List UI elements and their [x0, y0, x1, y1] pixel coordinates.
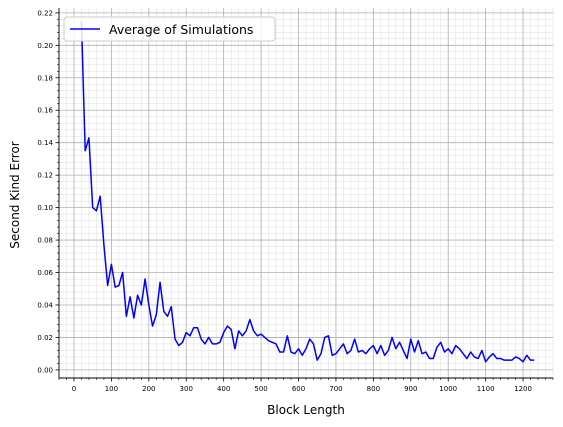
x-tick-label: 600: [292, 385, 305, 393]
y-tick-label: 0.16: [37, 107, 53, 115]
x-tick-label: 100: [105, 385, 118, 393]
y-axis-ticks: 0.00 0.02 0.04 0.06 0.08 0.10 0.12 0.14 0.16 0.18…: [37, 9, 59, 374]
x-axis-title: Block Length: [267, 403, 345, 417]
y-tick-label: 0.06: [37, 269, 53, 277]
y-tick-label: 0.18: [37, 74, 53, 82]
x-tick-label: 1000: [439, 385, 457, 393]
y-tick-label: 0.02: [37, 334, 53, 342]
series-layer: [80, 20, 535, 363]
y-tick-label: 0.22: [37, 9, 53, 17]
x-axis-ticks: 0 100 200 300 400 500 600 700 800 900 1000 1100 1200: [58, 378, 554, 393]
y-tick-label: 0.14: [37, 139, 53, 147]
x-tick-label: 300: [180, 385, 193, 393]
series-line-average-of-simulations: [80, 20, 535, 363]
minor-grid: [58, 8, 554, 378]
y-tick-label: 0.04: [37, 301, 53, 309]
x-tick-label: 1100: [477, 385, 495, 393]
x-tick-label: 500: [254, 385, 267, 393]
y-tick-label: 0.08: [37, 237, 53, 245]
x-tick-label: 700: [329, 385, 342, 393]
y-axis-title: Second Kind Error: [8, 141, 22, 249]
major-grid: [59, 8, 553, 378]
x-tick-label: 800: [367, 385, 380, 393]
legend: Average of Simulations: [63, 16, 276, 42]
y-tick-label: 0.00: [37, 366, 53, 374]
x-tick-label: 400: [217, 385, 230, 393]
legend-label: Average of Simulations: [109, 22, 253, 37]
y-tick-label: 0.20: [37, 42, 53, 50]
legend-frame: [63, 16, 276, 42]
y-tick-label: 0.10: [37, 204, 53, 212]
y-tick-label: 0.12: [37, 172, 53, 180]
x-tick-label: 200: [142, 385, 155, 393]
x-tick-label: 900: [404, 385, 417, 393]
x-tick-label: 1200: [514, 385, 532, 393]
x-tick-label: 0: [72, 385, 76, 393]
